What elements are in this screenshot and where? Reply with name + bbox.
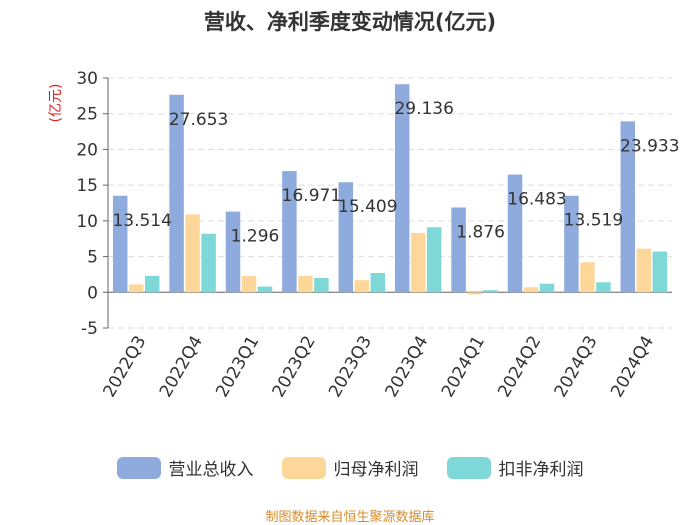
legend-swatch	[281, 456, 326, 479]
bar	[298, 275, 313, 293]
x-tick-label: 2024Q4	[607, 333, 658, 401]
bar	[169, 94, 184, 293]
legend-label: 营业总收入	[168, 460, 254, 480]
bar	[580, 262, 595, 293]
y-tick-label: 30	[76, 69, 98, 89]
legend-label: 扣非净利润	[498, 460, 584, 480]
x-tick-label: 2024Q3	[551, 333, 602, 401]
x-tick-label: 2023Q2	[269, 333, 320, 401]
x-tick-label: 2023Q3	[325, 333, 376, 401]
bar	[539, 283, 555, 293]
bar	[636, 248, 652, 293]
y-tick-label: -5	[81, 319, 98, 339]
x-tick-label: 2024Q2	[494, 333, 545, 401]
x-tick-label: 2024Q1	[438, 333, 489, 401]
legend-item[interactable]: 归母净利润	[281, 455, 419, 480]
y-tick-label: 25	[76, 105, 98, 125]
y-tick-label: 5	[87, 248, 98, 268]
bar	[354, 280, 370, 293]
bar	[394, 84, 410, 293]
legend-label: 归母净利润	[333, 460, 419, 480]
chart-title: 营收、净利季度变动情况(亿元)	[203, 10, 497, 34]
x-tick-label: 2023Q1	[212, 333, 263, 401]
bar	[282, 171, 297, 293]
data-label: 23.933	[620, 136, 679, 156]
x-tick-label: 2023Q4	[381, 333, 432, 401]
bar	[507, 174, 523, 293]
bar	[426, 227, 442, 293]
data-label: 16.483	[507, 190, 566, 210]
bar	[483, 290, 498, 293]
x-tick-label: 2022Q3	[99, 333, 150, 401]
y-tick-label: 20	[76, 140, 98, 160]
legend-swatch	[116, 456, 161, 479]
bar	[201, 233, 216, 293]
bar	[144, 275, 160, 293]
legend-item[interactable]: 营业总收入	[116, 455, 254, 480]
bar	[225, 211, 241, 293]
data-label: 15.409	[338, 197, 397, 217]
data-label: 13.514	[112, 211, 171, 231]
bar	[523, 287, 539, 293]
bar	[564, 195, 579, 293]
y-axis-label: (亿元)	[48, 84, 64, 123]
y-tick-label: 15	[76, 176, 98, 196]
legend-swatch	[446, 456, 491, 479]
bar	[410, 233, 426, 293]
y-tick-label: 0	[87, 283, 98, 303]
data-label: 27.653	[169, 110, 228, 130]
bar	[620, 121, 636, 293]
data-label: 1.876	[456, 222, 505, 242]
bar	[128, 284, 144, 293]
bar	[241, 275, 257, 293]
bar	[467, 292, 482, 295]
bar	[596, 282, 611, 293]
bar	[185, 214, 200, 293]
data-label: 1.296	[231, 227, 280, 247]
bar	[652, 251, 668, 293]
x-tick-label: 2022Q4	[156, 333, 207, 401]
bar	[370, 273, 386, 293]
legend: 营业总收入 归母净利润 扣非净利润	[0, 455, 700, 480]
data-label: 16.971	[282, 186, 341, 206]
data-label: 13.519	[564, 211, 623, 231]
bars	[112, 84, 668, 295]
source-note: 制图数据来自恒生聚源数据库	[265, 510, 435, 525]
bar	[112, 195, 128, 293]
legend-item[interactable]: 扣非净利润	[446, 455, 584, 480]
y-tick-label: 10	[76, 212, 98, 232]
bar	[314, 278, 329, 293]
bar	[338, 182, 354, 293]
bar	[451, 207, 466, 293]
bar	[257, 286, 273, 293]
data-label: 29.136	[394, 99, 453, 119]
